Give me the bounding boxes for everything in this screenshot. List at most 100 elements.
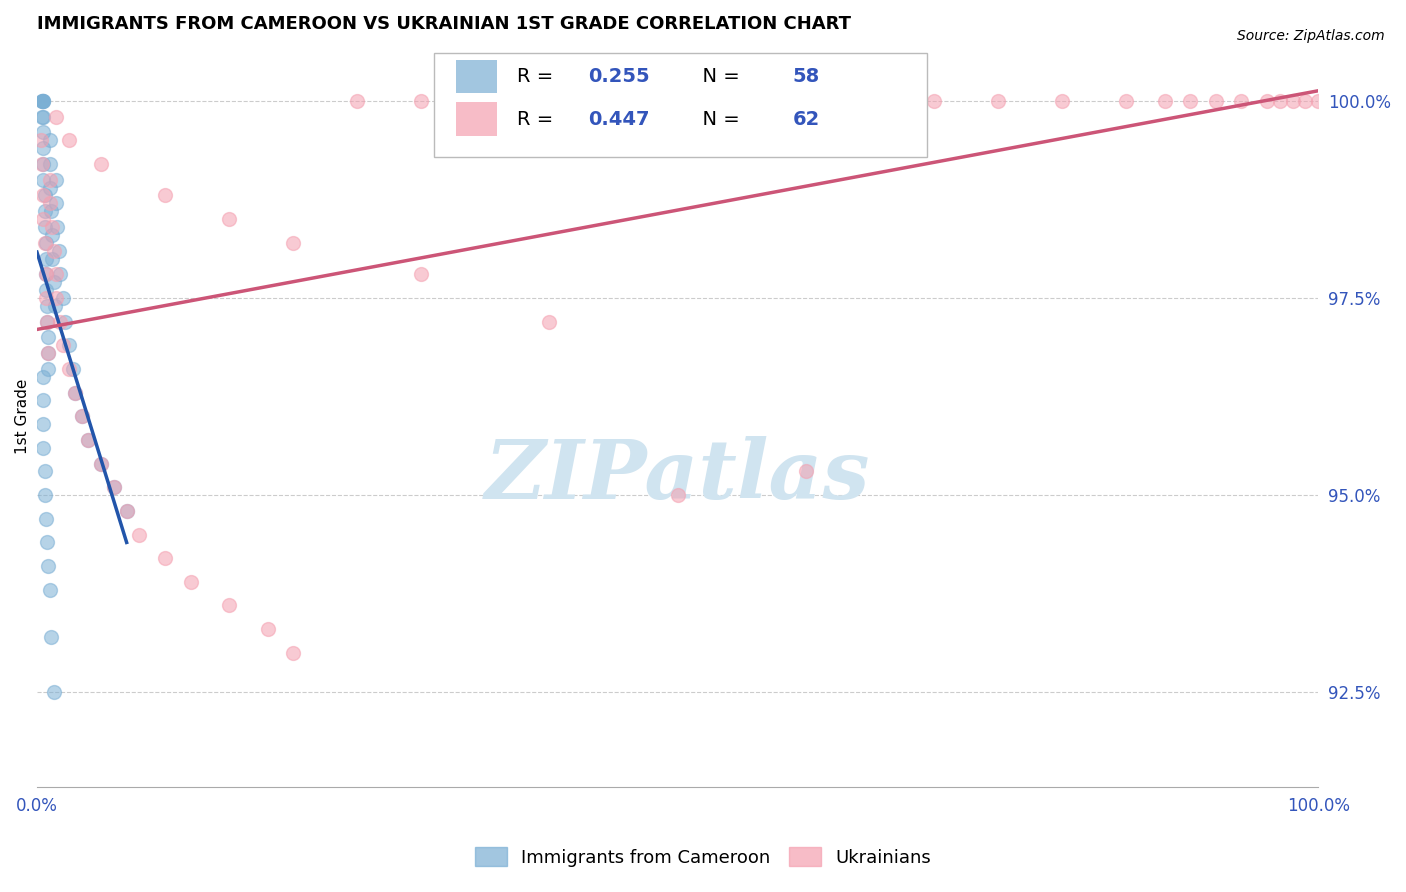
Point [794, 465, 817, 479]
Point [1268, 94, 1291, 108]
Point [666, 488, 689, 502]
Point [58, 133, 80, 147]
Point [731, 94, 754, 108]
Point [1178, 94, 1201, 108]
Point [987, 94, 1010, 108]
Point [153, 188, 176, 202]
Text: N =: N = [690, 110, 747, 128]
Point [922, 94, 945, 108]
Point [41, 227, 63, 242]
Point [1115, 94, 1137, 108]
Point [32, 157, 55, 171]
Text: 0.447: 0.447 [588, 110, 650, 128]
Point [77, 433, 100, 447]
FancyBboxPatch shape [456, 60, 496, 94]
Point [35, 268, 58, 282]
Point [794, 94, 817, 108]
Point [256, 622, 278, 636]
Point [77, 433, 100, 447]
Point [90, 457, 112, 471]
Text: Source: ZipAtlas.com: Source: ZipAtlas.com [1237, 29, 1385, 43]
Point [32, 110, 55, 124]
Point [35, 291, 58, 305]
Text: R =: R = [517, 110, 560, 128]
Point [32, 441, 55, 455]
Point [34, 488, 56, 502]
Point [41, 220, 63, 235]
Point [35, 235, 58, 250]
Point [32, 94, 55, 108]
Point [53, 315, 76, 329]
Point [32, 417, 55, 431]
Point [65, 385, 87, 400]
Point [35, 252, 58, 266]
Point [32, 141, 55, 155]
Point [32, 393, 55, 408]
Point [37, 559, 59, 574]
Point [37, 315, 59, 329]
Point [538, 315, 561, 329]
Point [90, 157, 112, 171]
Point [35, 283, 58, 297]
Point [37, 299, 59, 313]
Point [37, 535, 59, 549]
Point [32, 212, 55, 227]
Point [32, 94, 55, 108]
Point [52, 291, 75, 305]
Point [1230, 94, 1253, 108]
Point [30, 133, 52, 147]
Point [39, 630, 62, 644]
Point [115, 504, 138, 518]
Text: ZIPatlas: ZIPatlas [485, 435, 870, 516]
Point [38, 196, 60, 211]
Point [52, 338, 75, 352]
Point [37, 362, 59, 376]
Point [34, 188, 56, 202]
Point [37, 346, 59, 360]
Point [346, 94, 368, 108]
Point [411, 268, 433, 282]
Point [411, 94, 433, 108]
Point [38, 157, 60, 171]
Point [90, 457, 112, 471]
Point [283, 646, 305, 660]
Point [58, 338, 80, 352]
FancyBboxPatch shape [434, 54, 928, 157]
Point [666, 94, 689, 108]
Point [42, 244, 65, 258]
Point [1294, 94, 1316, 108]
Point [1281, 94, 1303, 108]
Point [49, 315, 72, 329]
Point [45, 196, 67, 211]
Legend: Immigrants from Cameroon, Ukrainians: Immigrants from Cameroon, Ukrainians [467, 840, 939, 874]
Point [34, 220, 56, 235]
Point [37, 346, 59, 360]
Point [1205, 94, 1227, 108]
Point [283, 235, 305, 250]
Text: 58: 58 [793, 67, 820, 87]
Point [474, 94, 496, 108]
Point [37, 315, 59, 329]
Point [45, 110, 67, 124]
Point [180, 574, 202, 589]
Point [32, 172, 55, 186]
Point [1153, 94, 1175, 108]
Point [34, 235, 56, 250]
Point [32, 188, 55, 202]
Point [32, 94, 55, 108]
Point [38, 180, 60, 194]
Point [49, 268, 72, 282]
Point [1308, 94, 1330, 108]
Point [35, 268, 58, 282]
Point [32, 369, 55, 384]
Point [34, 465, 56, 479]
Point [41, 252, 63, 266]
Point [31, 94, 53, 108]
Point [58, 362, 80, 376]
Point [38, 582, 60, 597]
Point [218, 212, 240, 227]
FancyBboxPatch shape [456, 103, 496, 136]
Point [218, 599, 240, 613]
Point [45, 291, 67, 305]
Point [65, 385, 87, 400]
